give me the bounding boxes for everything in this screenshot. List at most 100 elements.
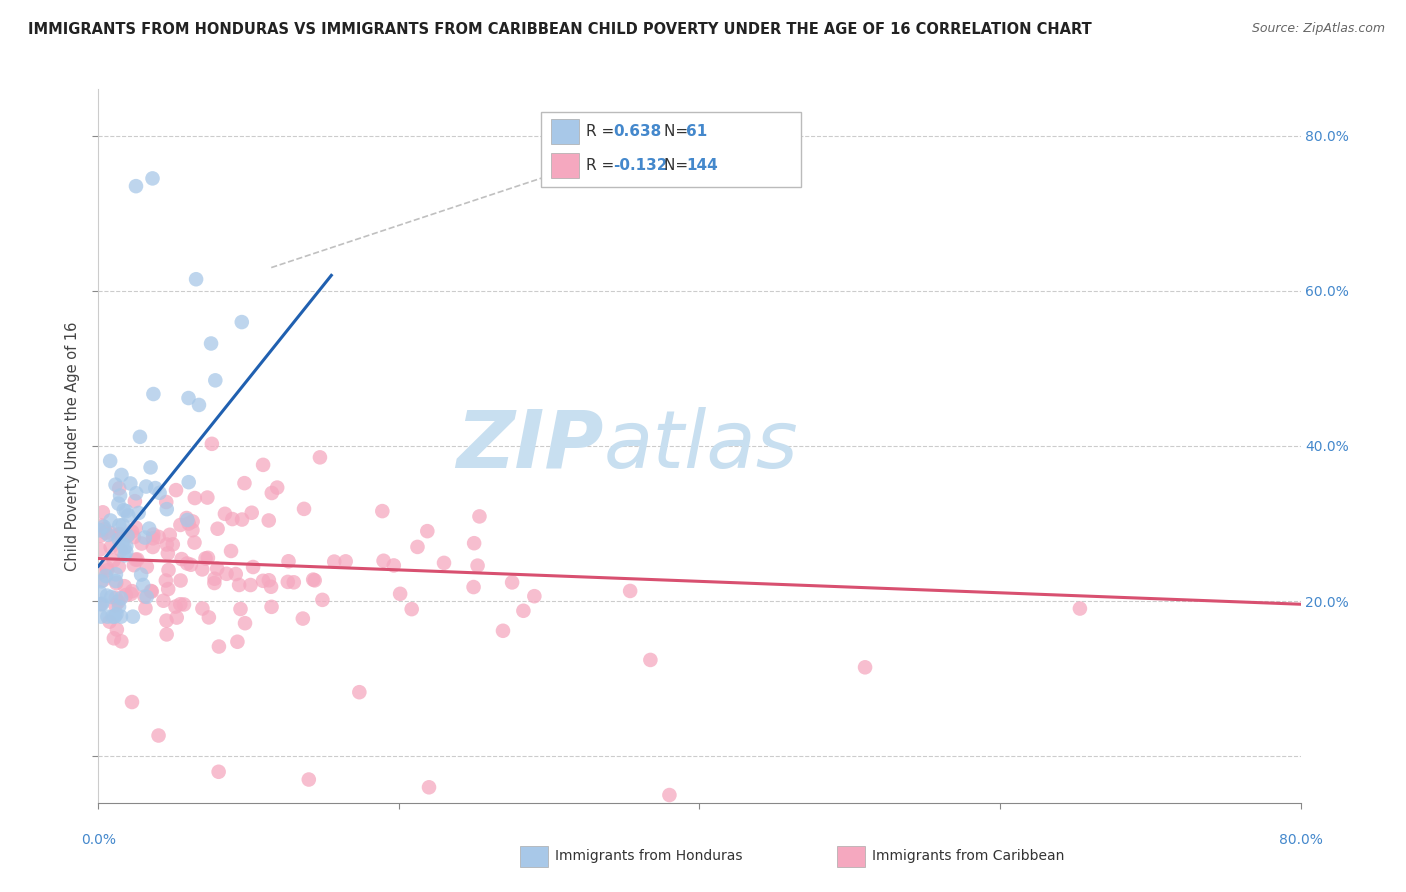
Point bbox=[252, 574, 274, 588]
Point bbox=[155, 614, 177, 628]
Point bbox=[96, 589, 118, 603]
Text: -0.132: -0.132 bbox=[613, 158, 668, 172]
Point bbox=[207, 522, 229, 536]
Point bbox=[181, 515, 204, 529]
Point bbox=[1069, 601, 1091, 615]
Point bbox=[128, 506, 150, 520]
Point bbox=[89, 524, 111, 538]
Point bbox=[104, 609, 127, 624]
Point bbox=[155, 574, 177, 588]
Point bbox=[266, 481, 288, 495]
Point bbox=[184, 272, 207, 286]
Point bbox=[195, 491, 218, 505]
Point bbox=[96, 563, 118, 577]
Point bbox=[257, 513, 280, 527]
Point bbox=[463, 580, 485, 594]
Point bbox=[110, 634, 132, 648]
Point bbox=[233, 616, 256, 631]
Point bbox=[142, 527, 165, 541]
Text: 61: 61 bbox=[686, 124, 707, 138]
Point bbox=[111, 536, 134, 550]
Point bbox=[134, 590, 156, 604]
Point bbox=[122, 558, 145, 573]
Point bbox=[104, 599, 127, 613]
Point bbox=[401, 602, 423, 616]
Point bbox=[104, 591, 127, 605]
Point bbox=[121, 524, 143, 539]
Point bbox=[177, 475, 200, 490]
Point bbox=[640, 653, 662, 667]
Point bbox=[180, 558, 202, 572]
Point bbox=[156, 537, 179, 551]
Point bbox=[105, 623, 128, 637]
Point bbox=[170, 552, 193, 566]
Point bbox=[104, 477, 127, 491]
Point bbox=[104, 574, 127, 588]
Point bbox=[208, 640, 231, 654]
Point bbox=[260, 580, 283, 594]
Point bbox=[202, 576, 225, 591]
Point bbox=[91, 573, 114, 587]
Point bbox=[90, 529, 112, 543]
Point bbox=[176, 513, 198, 527]
Point bbox=[120, 476, 142, 491]
Point bbox=[389, 587, 412, 601]
Point bbox=[406, 540, 429, 554]
Point bbox=[138, 522, 160, 536]
Point bbox=[157, 582, 180, 596]
Point bbox=[105, 607, 128, 622]
Point bbox=[260, 486, 283, 500]
Point bbox=[233, 476, 256, 491]
Point bbox=[166, 610, 188, 624]
Text: 0.0%: 0.0% bbox=[82, 833, 115, 847]
Point bbox=[162, 537, 184, 551]
Point bbox=[311, 592, 333, 607]
Point bbox=[188, 398, 211, 412]
Point bbox=[156, 627, 179, 641]
Point bbox=[117, 528, 139, 542]
Point bbox=[110, 543, 132, 558]
Point bbox=[135, 590, 157, 604]
Point bbox=[142, 531, 165, 545]
Point bbox=[214, 507, 236, 521]
Point bbox=[371, 504, 394, 518]
Point bbox=[121, 695, 143, 709]
Point bbox=[205, 561, 228, 575]
Point bbox=[129, 430, 152, 444]
Point bbox=[204, 572, 226, 586]
Point bbox=[382, 558, 405, 573]
Point bbox=[107, 533, 129, 547]
Point bbox=[155, 495, 177, 509]
Point bbox=[176, 511, 198, 525]
Point bbox=[96, 561, 118, 575]
Point bbox=[304, 574, 326, 588]
Point bbox=[467, 558, 489, 573]
Point bbox=[349, 685, 371, 699]
Point bbox=[89, 597, 111, 611]
Point bbox=[104, 567, 127, 582]
Point bbox=[501, 575, 523, 590]
Point bbox=[108, 518, 131, 533]
Point bbox=[112, 503, 135, 517]
Point bbox=[298, 772, 321, 787]
Point bbox=[181, 523, 204, 537]
Point bbox=[94, 569, 117, 583]
Point bbox=[100, 540, 122, 554]
Point bbox=[143, 481, 166, 495]
Point bbox=[215, 566, 238, 581]
Point bbox=[277, 574, 299, 589]
Point bbox=[283, 575, 305, 590]
Point bbox=[101, 609, 124, 624]
Point bbox=[110, 591, 132, 606]
Point bbox=[139, 584, 162, 599]
Point bbox=[260, 599, 283, 614]
Point bbox=[89, 585, 111, 599]
Point bbox=[176, 557, 198, 571]
Point bbox=[191, 562, 214, 576]
Point bbox=[117, 528, 139, 542]
Y-axis label: Child Poverty Under the Age of 16: Child Poverty Under the Age of 16 bbox=[65, 321, 80, 571]
Point bbox=[309, 450, 332, 465]
Point bbox=[468, 509, 491, 524]
Text: 144: 144 bbox=[686, 158, 718, 172]
Point bbox=[122, 530, 145, 544]
